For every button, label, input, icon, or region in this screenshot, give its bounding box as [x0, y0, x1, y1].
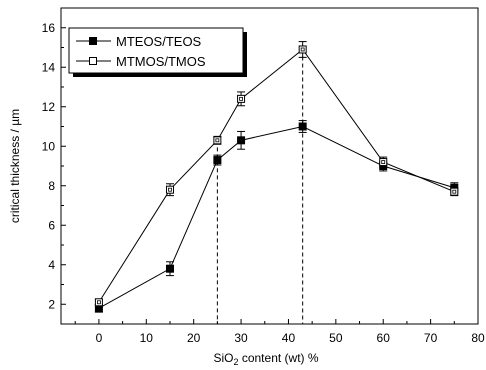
- legend-marker-mtmos: [89, 57, 97, 65]
- data-point-0: [237, 136, 246, 145]
- x-tick-label: 70: [424, 331, 438, 345]
- data-point-inner: [168, 187, 172, 192]
- reference-lines: [216, 49, 304, 324]
- y-tick-label: 4: [48, 258, 55, 272]
- data-point-inner: [300, 47, 305, 52]
- x-tick-label: 10: [140, 331, 154, 345]
- data-point-0: [298, 122, 307, 131]
- x-tick-label: 80: [471, 331, 485, 345]
- y-tick-label: 8: [48, 179, 55, 193]
- legend-label-mteos: MTEOS/TEOS: [116, 34, 202, 49]
- y-tick-label: 2: [48, 297, 55, 311]
- series-line-1: [98, 48, 455, 303]
- x-axis: 0 10 20 30 40 50 60 70 80: [74, 319, 485, 345]
- y-axis: 2 4 6 8 10 12 14 16: [42, 7, 66, 311]
- data-point-1: [379, 158, 388, 167]
- y-tick-label: 12: [42, 100, 56, 114]
- y-tick-label: 10: [42, 139, 56, 153]
- data-point-1: [450, 187, 459, 196]
- x-tick-label: 40: [282, 331, 296, 345]
- y-tick-label: 14: [42, 60, 56, 74]
- data-point-1: [94, 298, 103, 307]
- data-point-inner: [215, 138, 220, 143]
- data-point-inner: [452, 189, 457, 194]
- legend-label-mtmos: MTMOS/TMOS: [116, 54, 206, 69]
- data-point-0: [165, 264, 174, 273]
- legend-box: [68, 27, 244, 74]
- x-tick-label: 0: [96, 331, 103, 345]
- data-point-1: [237, 94, 246, 103]
- series-layer: [94, 41, 459, 313]
- y-axis-title: critical thickness / µm: [8, 109, 22, 223]
- data-point-1: [213, 136, 222, 145]
- x-tick-label: 60: [377, 331, 391, 345]
- data-point-inner: [97, 300, 101, 305]
- data-point-inner: [381, 160, 386, 164]
- data-point-1: [165, 185, 174, 194]
- data-point-1: [298, 45, 307, 54]
- y-tick-label: 6: [48, 218, 55, 232]
- y-tick-label: 16: [42, 21, 56, 35]
- legend-marker-mteos: [89, 37, 97, 45]
- x-axis-title: SiO2 content (wt) %: [213, 351, 318, 367]
- x-tick-label: 50: [329, 331, 343, 345]
- data-point-0: [213, 156, 222, 165]
- x-tick-label: 20: [187, 331, 201, 345]
- legend: MTEOS/TEOS MTMOS/TMOS: [68, 27, 247, 77]
- data-point-inner: [239, 96, 243, 101]
- x-tick-label: 30: [234, 331, 248, 345]
